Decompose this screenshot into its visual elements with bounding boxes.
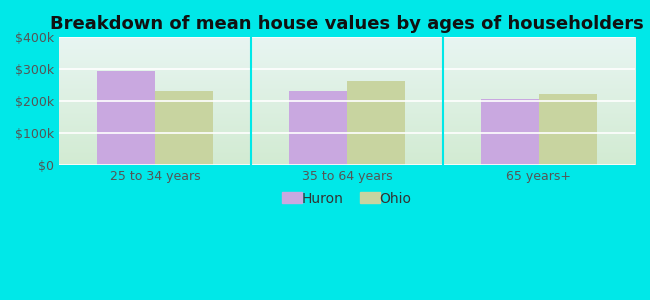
Legend: Huron, Ohio: Huron, Ohio — [277, 187, 417, 211]
Bar — [155, 91, 213, 165]
Bar — [289, 91, 347, 165]
Bar — [482, 99, 539, 165]
Title: Breakdown of mean house values by ages of householders: Breakdown of mean house values by ages o… — [50, 15, 644, 33]
Bar — [539, 94, 597, 165]
Bar — [98, 71, 155, 165]
Bar — [347, 81, 404, 165]
